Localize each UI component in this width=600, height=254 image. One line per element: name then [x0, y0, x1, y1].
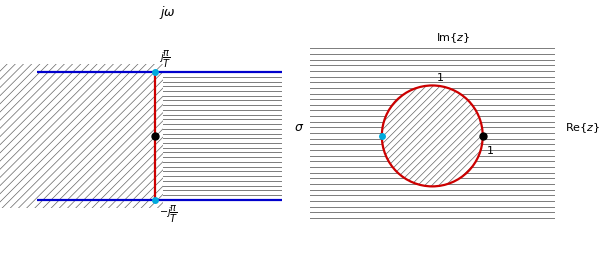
- Text: $1$: $1$: [436, 71, 444, 83]
- Circle shape: [382, 85, 483, 186]
- Bar: [155, 72, 323, 200]
- Text: $\sigma$: $\sigma$: [294, 121, 304, 134]
- Text: $j\dfrac{\pi}{T}$: $j\dfrac{\pi}{T}$: [159, 49, 172, 70]
- Bar: [28, 72, 155, 200]
- Text: $\mathrm{Re}\{z\}$: $\mathrm{Re}\{z\}$: [565, 121, 600, 135]
- Text: $1$: $1$: [485, 144, 494, 156]
- Bar: [0, 64, 163, 208]
- Circle shape: [382, 85, 483, 186]
- Text: $j\omega$: $j\omega$: [159, 5, 176, 21]
- Text: $\mathrm{Im}\{z\}$: $\mathrm{Im}\{z\}$: [436, 31, 470, 45]
- Bar: [28, 72, 290, 200]
- Text: $-j\dfrac{\pi}{T}$: $-j\dfrac{\pi}{T}$: [159, 204, 179, 225]
